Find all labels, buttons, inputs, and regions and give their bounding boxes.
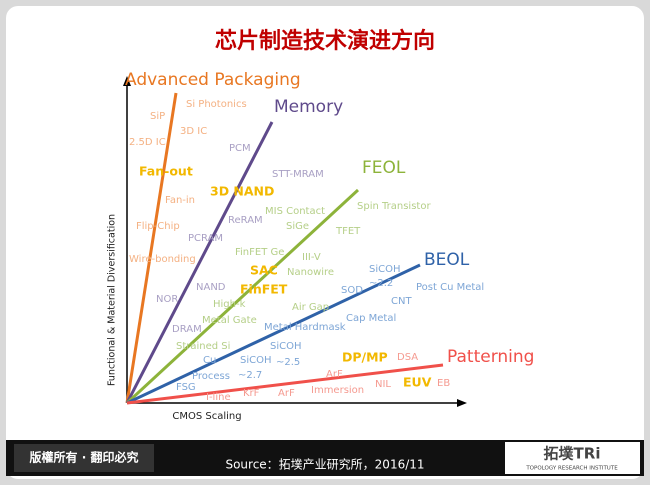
direction-line (125, 92, 178, 404)
term: Air Gap (292, 302, 329, 313)
term: Spin Transistor (357, 201, 431, 212)
term: DRAM (172, 324, 202, 335)
term: ReRAM (228, 215, 263, 226)
term: Strained Si (176, 341, 230, 352)
y-arrow (123, 76, 131, 86)
direction-line (126, 363, 444, 405)
term: NIL (375, 379, 391, 390)
term: ~2.7 (238, 370, 262, 381)
term: SiCOH (240, 355, 272, 366)
term: MIS Contact (265, 206, 325, 217)
term: Post Cu Metal (416, 282, 484, 293)
term: CNT (391, 296, 412, 307)
term: High-k (213, 299, 246, 310)
direction-label: BEOL (424, 250, 470, 270)
term: FinFET Ge (235, 247, 284, 258)
direction-line (126, 263, 421, 405)
term: Metal Gate (202, 315, 257, 326)
term: NOR (156, 294, 178, 305)
term: PCRAM (188, 233, 223, 244)
term: Wire-bonding (129, 254, 196, 265)
rights-box (14, 444, 154, 472)
term: SiGe (286, 221, 309, 232)
title: 芯片制造技术演进方向 (215, 28, 435, 54)
term: 3D IC (180, 126, 207, 137)
direction-label: Advanced Packaging (125, 70, 301, 90)
term: EB (437, 378, 450, 389)
term: SiP (150, 111, 165, 122)
x-arrow (457, 399, 467, 407)
rights: 版權所有 · 翻印必究 (30, 450, 139, 465)
term: SiCOH (270, 341, 302, 352)
term: ~2.2 (369, 278, 393, 289)
term: FSG (176, 382, 196, 393)
highlight-term: EUV (403, 375, 432, 390)
term: Metal Hardmask (264, 322, 346, 333)
term: SiCOH (369, 264, 401, 275)
direction-line (125, 188, 360, 405)
term: Immersion (311, 385, 364, 396)
panel (6, 6, 644, 479)
direction-label: Memory (274, 97, 343, 117)
y-axis-label: Functional & Material Diversification (107, 214, 118, 386)
term: Si Photonics (186, 99, 247, 110)
term: Flip-Chip (136, 221, 180, 232)
term: Cu (203, 355, 216, 366)
direction-line (125, 121, 274, 404)
x-axis-label: CMOS Scaling (172, 411, 241, 422)
term: ArF (278, 388, 295, 399)
direction-label: FEOL (362, 158, 406, 178)
highlight-term: Fan-out (139, 164, 193, 179)
logo-box (505, 442, 640, 474)
term: III-V (302, 252, 321, 263)
term: SOD (341, 285, 363, 296)
term: ~2.5 (276, 357, 300, 368)
highlight-term: DP/MP (342, 350, 388, 365)
term: TFET (335, 226, 361, 237)
term: ArF (326, 369, 343, 380)
term: Cap Metal (346, 313, 396, 324)
term: Process (192, 371, 230, 382)
highlight-term: SAC (250, 263, 278, 278)
direction-label: Patterning (447, 347, 534, 367)
term: STT-MRAM (272, 169, 324, 180)
logo-sub: TOPOLOGY RESEARCH INSTITUTE (525, 466, 618, 472)
term: 2.5D IC (129, 137, 166, 148)
term: Fan-in (165, 195, 195, 206)
term: I-line (206, 392, 231, 403)
term: DSA (397, 352, 418, 363)
source: Source：拓墣产业研究所，2016/11 (225, 457, 424, 472)
highlight-term: FinFET (240, 282, 288, 297)
term: KrF (243, 388, 260, 399)
highlight-term: 3D NAND (210, 184, 274, 199)
term: NAND (196, 282, 226, 293)
term: Nanowire (287, 267, 334, 278)
logo: 拓墣TRi (544, 445, 601, 463)
term: PCM (229, 143, 251, 154)
